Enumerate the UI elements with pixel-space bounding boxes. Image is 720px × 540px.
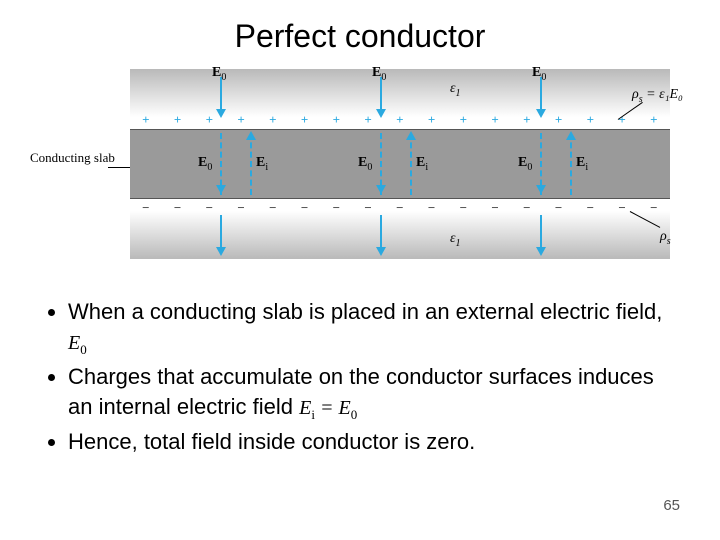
e0-label-top: E0 bbox=[372, 65, 386, 83]
minus-charge: − bbox=[583, 200, 597, 216]
e0-label-slab: E0 bbox=[198, 155, 212, 173]
plus-charge: + bbox=[171, 112, 185, 128]
minus-charge: − bbox=[615, 200, 629, 216]
e0-dashed-head bbox=[536, 185, 546, 194]
e0-arrowhead-top bbox=[216, 109, 226, 118]
plus-charge: + bbox=[552, 112, 566, 128]
e0-label-top: E0 bbox=[532, 65, 546, 83]
e0-label-top: E0 bbox=[212, 65, 226, 83]
e0-arrowhead-top bbox=[376, 109, 386, 118]
bullet-list: When a conducting slab is placed in an e… bbox=[46, 297, 674, 457]
minus-charge: − bbox=[361, 200, 375, 216]
ei-label-slab: Ei bbox=[576, 155, 588, 173]
bullet-item: Charges that accumulate on the conductor… bbox=[68, 362, 674, 423]
ei-dashed bbox=[570, 133, 572, 195]
minus-charge: − bbox=[456, 200, 470, 216]
bullet-item: Hence, total field inside conductor is z… bbox=[68, 427, 674, 457]
page-number: 65 bbox=[663, 497, 680, 514]
page-title: Perfect conductor bbox=[0, 0, 720, 69]
conducting-slab-label: Conducting slab bbox=[30, 151, 120, 165]
e0-arrow-bottom bbox=[540, 215, 542, 251]
ei-dashed bbox=[250, 133, 252, 195]
ei-dashed-head bbox=[406, 131, 416, 140]
minus-charge: − bbox=[425, 200, 439, 216]
bottom-region bbox=[130, 211, 670, 259]
plus-charge: + bbox=[234, 112, 248, 128]
plus-charge: + bbox=[266, 112, 280, 128]
minus-charge: − bbox=[202, 200, 216, 216]
plus-charge: + bbox=[583, 112, 597, 128]
minus-charge: − bbox=[393, 200, 407, 216]
e0-dashed-head bbox=[376, 185, 386, 194]
ei-dashed-head bbox=[566, 131, 576, 140]
ei-label-slab: Ei bbox=[416, 155, 428, 173]
plus-charge: + bbox=[361, 112, 375, 128]
minus-charge: − bbox=[488, 200, 502, 216]
plus-charge: + bbox=[202, 112, 216, 128]
diagram: +++++++++++++++++ −−−−−−−−−−−−−−−−− ε1 ε… bbox=[130, 69, 670, 259]
e0-arrowhead-top bbox=[536, 109, 546, 118]
plus-charge: + bbox=[647, 112, 661, 128]
ei-dashed-head bbox=[246, 131, 256, 140]
e0-arrowhead-bottom bbox=[376, 247, 386, 256]
minus-charge: − bbox=[298, 200, 312, 216]
minus-charge: − bbox=[520, 200, 534, 216]
minus-charge: − bbox=[139, 200, 153, 216]
minus-charge: − bbox=[552, 200, 566, 216]
diagram-container: Conducting slab +++++++++++++++++ −−−−−−… bbox=[90, 69, 670, 259]
minus-charge: − bbox=[171, 200, 185, 216]
plus-charge: + bbox=[520, 112, 534, 128]
plus-charge: + bbox=[488, 112, 502, 128]
e0-arrow-bottom bbox=[380, 215, 382, 251]
e0-arrowhead-bottom bbox=[216, 247, 226, 256]
top-region bbox=[130, 69, 670, 117]
minus-charge: − bbox=[266, 200, 280, 216]
plus-charge: + bbox=[139, 112, 153, 128]
minus-charge: − bbox=[234, 200, 248, 216]
ei-dashed bbox=[410, 133, 412, 195]
positive-charge-row: +++++++++++++++++ bbox=[130, 113, 670, 127]
e0-arrowhead-bottom bbox=[536, 247, 546, 256]
epsilon1-top: ε1 bbox=[450, 81, 461, 99]
minus-charge: − bbox=[329, 200, 343, 216]
plus-charge: + bbox=[425, 112, 439, 128]
plus-charge: + bbox=[393, 112, 407, 128]
e0-label-slab: E0 bbox=[358, 155, 372, 173]
plus-charge: + bbox=[456, 112, 470, 128]
ei-label-slab: Ei bbox=[256, 155, 268, 173]
e0-arrow-bottom bbox=[220, 215, 222, 251]
plus-charge: + bbox=[329, 112, 343, 128]
plus-charge: + bbox=[298, 112, 312, 128]
e0-dashed-head bbox=[216, 185, 226, 194]
e0-label-slab: E0 bbox=[518, 155, 532, 173]
conducting-slab-text: Conducting slab bbox=[30, 150, 115, 165]
negative-charge-row: −−−−−−−−−−−−−−−−− bbox=[130, 201, 670, 215]
rho-s-bottom: ρs bbox=[660, 229, 671, 247]
epsilon1-bottom: ε1 bbox=[450, 231, 461, 249]
minus-charge: − bbox=[647, 200, 661, 216]
bullet-item: When a conducting slab is placed in an e… bbox=[68, 297, 674, 358]
